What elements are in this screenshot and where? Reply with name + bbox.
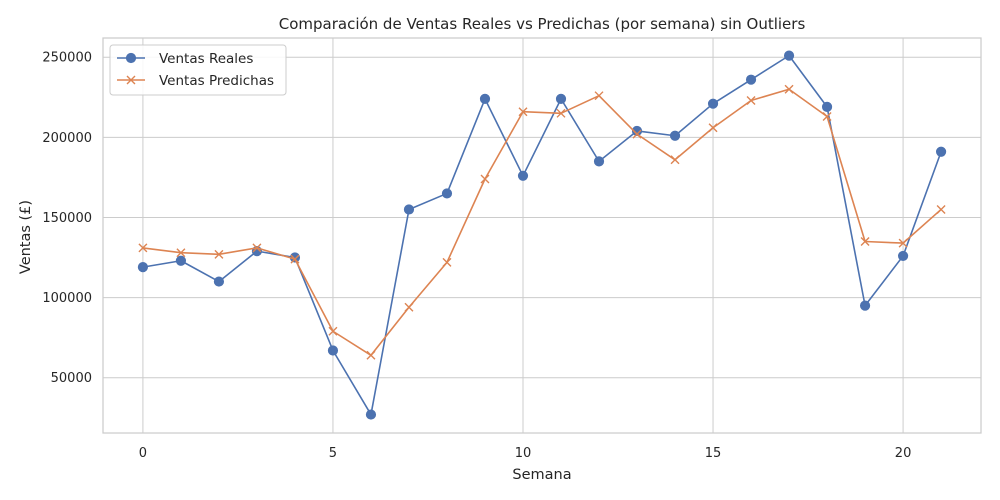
legend-marker-x bbox=[126, 75, 136, 85]
legend-marker-circle bbox=[125, 52, 137, 64]
series-layer bbox=[137, 50, 947, 420]
data-point-x bbox=[670, 155, 680, 165]
x-tick-label: 10 bbox=[515, 446, 532, 461]
data-point-circle bbox=[745, 74, 757, 85]
data-point-x bbox=[746, 95, 756, 105]
data-point-x bbox=[708, 123, 718, 133]
data-point-circle bbox=[213, 276, 225, 287]
series-ventas-predichas bbox=[138, 84, 946, 360]
data-point-x bbox=[822, 112, 832, 122]
legend-label: Ventas Predichas bbox=[159, 73, 274, 89]
x-tick-label: 15 bbox=[705, 446, 722, 461]
data-point-x bbox=[328, 326, 338, 336]
x-tick-label: 20 bbox=[895, 446, 912, 461]
data-point-circle bbox=[935, 146, 947, 157]
data-point-circle bbox=[783, 50, 795, 61]
data-point-x bbox=[290, 254, 300, 264]
legend: Ventas Reales Ventas Predichas bbox=[109, 44, 287, 96]
y-tick-label: 250000 bbox=[42, 51, 92, 66]
data-point-circle bbox=[517, 170, 529, 181]
data-point-circle bbox=[593, 156, 605, 167]
plot-frame bbox=[102, 37, 982, 434]
data-point-x bbox=[404, 302, 414, 312]
series-line bbox=[142, 88, 942, 357]
data-point-circle bbox=[137, 262, 149, 273]
x-tick-label: 5 bbox=[329, 446, 337, 461]
data-point-x bbox=[138, 243, 148, 253]
data-point-circle bbox=[441, 188, 453, 199]
data-point-x bbox=[594, 91, 604, 101]
legend-box bbox=[109, 44, 287, 96]
grid-lines bbox=[103, 38, 981, 433]
tick-labels: 0 5 10 15 20 50000 100000 150000 200000 250000 bbox=[42, 51, 911, 461]
x-axis-label: Semana bbox=[512, 467, 571, 483]
data-point-circle bbox=[555, 93, 567, 104]
data-point-circle bbox=[821, 101, 833, 113]
chart-title: Comparación de Ventas Reales vs Predicha… bbox=[279, 15, 806, 33]
data-point-x bbox=[176, 248, 186, 258]
data-point-x bbox=[936, 204, 946, 214]
data-point-circle bbox=[403, 204, 415, 215]
y-axis-label: Ventas (£) bbox=[18, 200, 34, 274]
data-point-circle bbox=[365, 409, 377, 420]
data-point-x bbox=[518, 107, 528, 117]
data-point-x bbox=[784, 84, 794, 94]
data-point-x bbox=[632, 129, 642, 139]
data-point-circle bbox=[897, 250, 909, 262]
data-point-x bbox=[214, 249, 224, 259]
x-tick-label: 0 bbox=[139, 446, 147, 461]
data-point-x bbox=[480, 174, 490, 184]
data-point-x bbox=[442, 257, 452, 267]
data-point-circle bbox=[669, 130, 681, 141]
y-tick-label: 150000 bbox=[42, 211, 92, 226]
y-tick-label: 200000 bbox=[42, 131, 92, 146]
data-point-circle bbox=[859, 300, 871, 311]
data-point-circle bbox=[707, 98, 719, 109]
data-point-circle bbox=[175, 255, 187, 266]
y-tick-label: 50000 bbox=[51, 371, 92, 386]
y-tick-label: 100000 bbox=[42, 291, 92, 306]
legend-label: Ventas Reales bbox=[159, 51, 253, 67]
data-point-circle bbox=[479, 93, 491, 104]
data-point-x bbox=[252, 243, 262, 253]
data-point-circle bbox=[327, 345, 339, 356]
data-point-circle bbox=[631, 125, 643, 137]
data-point-x bbox=[860, 237, 870, 247]
data-point-x bbox=[556, 108, 566, 118]
data-point-x bbox=[898, 238, 908, 248]
data-point-x bbox=[366, 350, 376, 360]
